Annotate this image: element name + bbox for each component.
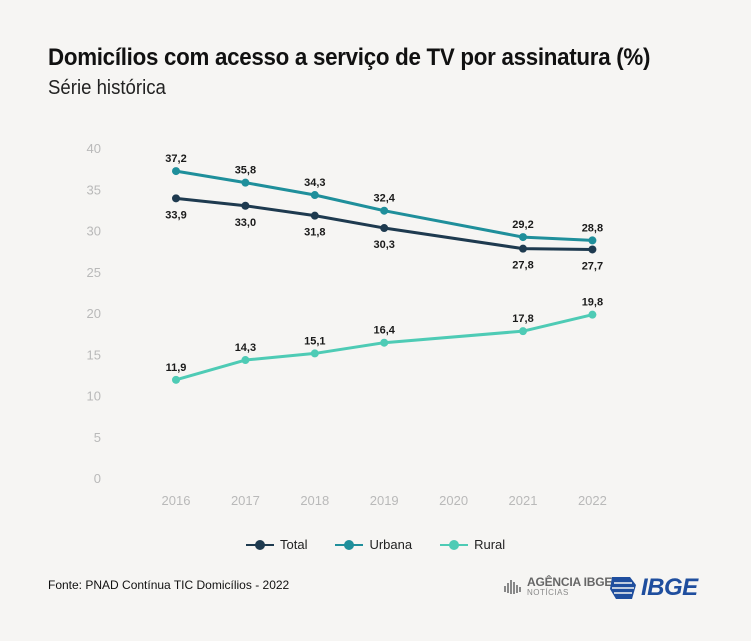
- data-point-urbana: [310, 191, 319, 200]
- x-tick-label: 2021: [509, 493, 538, 508]
- series-line-total: [175, 196, 593, 251]
- x-tick-label: 2020: [439, 493, 468, 508]
- line-chart: 0 5 10 15 20 25 30 35 40 2016 2017 2018 2019 2020 2021…: [87, 141, 607, 508]
- y-tick-label: 35: [87, 182, 101, 197]
- data-point-rural: [172, 375, 180, 384]
- data-point-rural: [519, 327, 527, 336]
- data-label-urbana: 34,3: [304, 177, 325, 189]
- agencia-ibge-icon: [504, 579, 521, 594]
- data-label-urbana: 32,4: [373, 193, 395, 205]
- data-point-rural: [241, 356, 250, 365]
- x-tick-label: 2019: [370, 493, 399, 508]
- data-label-rural: 17,8: [512, 313, 533, 325]
- data-label-rural: 19,8: [582, 297, 603, 309]
- data-point-urbana: [172, 167, 180, 176]
- agencia-noticias-label: NOTÍCIAS: [527, 588, 569, 597]
- legend-item-rural: Rural: [440, 537, 505, 552]
- series-line-urbana: [175, 169, 593, 242]
- y-tick-label: 5: [94, 430, 101, 445]
- chart-subtitle: Série histórica: [48, 77, 166, 99]
- data-point-total: [588, 245, 597, 254]
- ibge-label: IBGE: [641, 574, 698, 601]
- agencia-ibge-label: AGÊNCIA IBGE: [527, 575, 613, 589]
- x-tick-label: 2022: [578, 493, 607, 508]
- data-label-total: 31,8: [304, 227, 325, 239]
- data-label-total: 33,0: [235, 217, 256, 229]
- data-label-total: 30,3: [373, 239, 394, 251]
- legend-item-urbana: Urbana: [335, 537, 412, 552]
- data-label-urbana: 28,8: [582, 222, 603, 234]
- legend-item-total: Total: [246, 537, 307, 552]
- data-point-total: [380, 224, 389, 233]
- agencia-ibge-logo: AGÊNCIA IBGE NOTÍCIAS: [503, 576, 612, 597]
- y-tick-label: 0: [94, 471, 101, 486]
- data-point-total: [519, 244, 527, 253]
- y-tick-label: 20: [87, 306, 101, 321]
- legend-swatch-urbana: [335, 538, 364, 552]
- data-point-urbana: [380, 206, 389, 215]
- data-point-urbana: [588, 236, 597, 245]
- data-label-rural: 11,9: [166, 362, 187, 374]
- y-tick-label: 15: [87, 347, 101, 362]
- source-note: Fonte: PNAD Contínua TIC Domicílios - 20…: [48, 578, 290, 592]
- data-point-rural: [310, 349, 319, 358]
- x-tick-label: 2018: [300, 493, 329, 508]
- y-tick-label: 10: [87, 389, 101, 404]
- data-point-total: [310, 211, 319, 220]
- data-label-total: 27,7: [582, 260, 603, 272]
- ibge-logo: IBGE: [608, 574, 698, 602]
- data-point-rural: [588, 310, 597, 319]
- y-tick-label: 30: [87, 224, 101, 239]
- ibge-map-icon: [610, 577, 636, 599]
- data-label-total: 33,9: [165, 209, 186, 221]
- legend: Total Urbana Rural: [246, 537, 505, 552]
- y-tick-label: 40: [87, 141, 101, 156]
- legend-swatch-total: [246, 538, 274, 552]
- data-label-rural: 14,3: [235, 342, 256, 354]
- x-tick-label: 2017: [231, 493, 260, 508]
- legend-label-urbana: Urbana: [369, 537, 413, 552]
- data-label-urbana: 35,8: [235, 165, 256, 177]
- x-tick-label: 2016: [162, 493, 191, 508]
- data-label-total: 27,8: [512, 260, 533, 272]
- data-point-total: [172, 194, 180, 203]
- legend-swatch-rural: [440, 538, 469, 552]
- chart-title: Domicílios com acesso a serviço de TV po…: [48, 44, 651, 71]
- data-point-urbana: [519, 233, 527, 242]
- series-line-rural: [175, 313, 593, 382]
- data-label-urbana: 37,2: [165, 153, 186, 165]
- legend-label-total: Total: [280, 537, 308, 552]
- y-tick-label: 25: [87, 265, 101, 280]
- data-point-urbana: [241, 178, 250, 187]
- data-label-rural: 16,4: [373, 325, 395, 337]
- data-point-total: [241, 201, 250, 210]
- data-point-rural: [380, 338, 389, 347]
- data-label-urbana: 29,2: [512, 219, 533, 231]
- data-label-rural: 15,1: [304, 335, 325, 347]
- legend-label-rural: Rural: [474, 537, 506, 552]
